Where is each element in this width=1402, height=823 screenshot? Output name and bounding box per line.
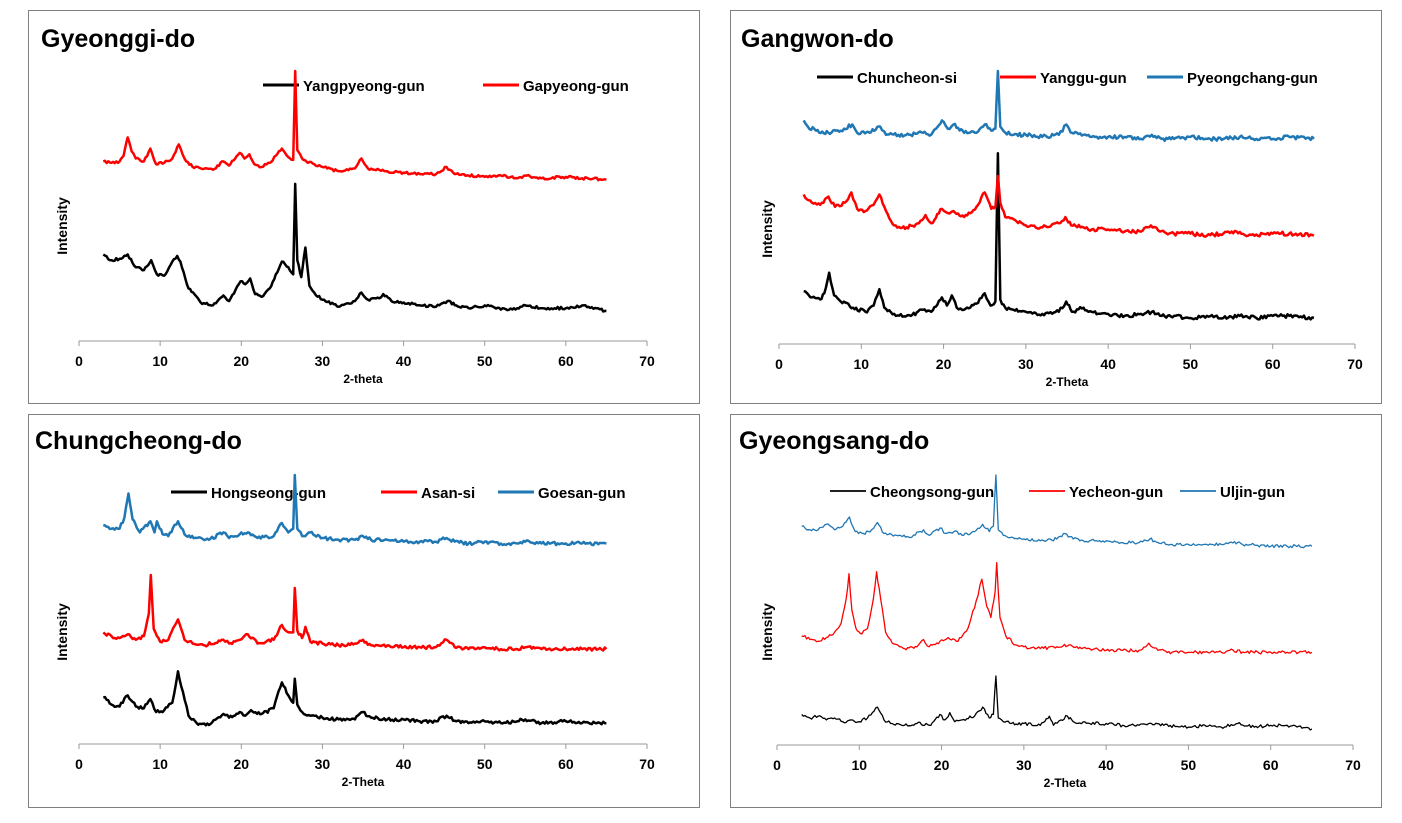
x-tick-label: 50 bbox=[477, 353, 493, 369]
y-axis-label: Intensity bbox=[759, 603, 775, 661]
series-line-yecheon-gun bbox=[801, 562, 1313, 655]
legend-label-cheongsong-gun: Cheongsong-gun bbox=[870, 484, 994, 501]
x-tick-label: 50 bbox=[477, 756, 493, 772]
chart-panel-chungcheong: Chungcheong-do Hongseong-gun Asan-si Goesan… bbox=[28, 414, 700, 808]
legend-label-hongseong-gun: Hongseong-gun bbox=[211, 485, 326, 502]
series-line-yangpyeong-gun bbox=[102, 182, 607, 313]
series-line-gapyeong-gun bbox=[102, 69, 607, 182]
x-tick-label: 70 bbox=[639, 353, 655, 369]
legend-label-asan-si: Asan-si bbox=[421, 485, 475, 502]
x-tick-label: 40 bbox=[396, 353, 412, 369]
y-axis-label: Intensity bbox=[54, 197, 70, 255]
y-axis-label: Intensity bbox=[54, 603, 70, 661]
chart-svg: Chungcheong-do Hongseong-gun Asan-si Goesan… bbox=[35, 427, 655, 789]
x-tick-label: 40 bbox=[1098, 757, 1114, 773]
legend-label-chuncheon-si: Chuncheon-si bbox=[857, 70, 957, 87]
chart-title: Gangwon-do bbox=[741, 25, 894, 53]
x-axis-label: 2-Theta bbox=[1046, 375, 1089, 389]
legend-label-pyeongchang-gun: Pyeongchang-gun bbox=[1187, 70, 1318, 87]
x-tick-label: 70 bbox=[1347, 356, 1363, 372]
x-tick-label: 60 bbox=[1265, 356, 1281, 372]
chart-panel-gyeonggi: Gyeonggi-do Yangpyeong-gun Gapyeong-gun Int… bbox=[28, 10, 700, 404]
x-tick-label: 70 bbox=[1345, 757, 1361, 773]
x-tick-label: 10 bbox=[851, 757, 867, 773]
x-tick-label: 30 bbox=[1018, 356, 1034, 372]
x-axis-label: 2-theta bbox=[343, 372, 383, 386]
x-tick-label: 20 bbox=[233, 756, 249, 772]
x-tick-label: 70 bbox=[639, 756, 655, 772]
legend-label-yangpyeong-gun: Yangpyeong-gun bbox=[303, 78, 425, 95]
x-tick-label: 10 bbox=[152, 756, 168, 772]
series-line-chuncheon-si bbox=[803, 152, 1315, 321]
series-line-cheongsong-gun bbox=[801, 675, 1313, 731]
legend-label-yanggu-gun: Yanggu-gun bbox=[1040, 70, 1127, 87]
x-tick-label: 10 bbox=[853, 356, 869, 372]
x-tick-label: 0 bbox=[775, 356, 783, 372]
x-tick-label: 0 bbox=[773, 757, 781, 773]
chart-svg: Gyeonggi-do Yangpyeong-gun Gapyeong-gun Int… bbox=[41, 25, 655, 386]
x-tick-label: 30 bbox=[315, 756, 331, 772]
x-tick-label: 20 bbox=[934, 757, 950, 773]
series-line-asan-si bbox=[102, 573, 608, 652]
legend-label-yecheon-gun: Yecheon-gun bbox=[1069, 484, 1163, 501]
x-tick-label: 60 bbox=[1263, 757, 1279, 773]
x-tick-label: 40 bbox=[1100, 356, 1116, 372]
x-tick-label: 0 bbox=[75, 756, 83, 772]
series-line-hongseong-gun bbox=[103, 670, 607, 727]
series-line-uljin-gun bbox=[801, 474, 1313, 549]
x-tick-label: 30 bbox=[1016, 757, 1032, 773]
x-tick-label: 10 bbox=[152, 353, 168, 369]
series-line-goesan-gun bbox=[102, 473, 607, 547]
chart-title: Chungcheong-do bbox=[35, 427, 242, 455]
x-axis-label: 2-Theta bbox=[342, 775, 385, 789]
x-tick-label: 20 bbox=[233, 353, 249, 369]
chart-title: Gyeonggi-do bbox=[41, 25, 195, 53]
x-tick-label: 20 bbox=[936, 356, 952, 372]
series-line-yanggu-gun bbox=[802, 174, 1315, 238]
chart-title: Gyeongsang-do bbox=[739, 427, 929, 455]
series-line-pyeongchang-gun bbox=[802, 69, 1315, 143]
chart-svg: Gyeongsang-do Cheongsong-gun Yecheon-gun Ul… bbox=[739, 427, 1361, 790]
chart-panel-gangwon: Gangwon-do Chuncheon-si Yanggu-gun Pyeongch… bbox=[730, 10, 1382, 404]
x-tick-label: 30 bbox=[315, 353, 331, 369]
x-tick-label: 60 bbox=[558, 756, 574, 772]
legend-label-gapyeong-gun: Gapyeong-gun bbox=[523, 78, 629, 95]
x-tick-label: 40 bbox=[396, 756, 412, 772]
x-tick-label: 50 bbox=[1181, 757, 1197, 773]
chart-panel-gyeongsang: Gyeongsang-do Cheongsong-gun Yecheon-gun Ul… bbox=[730, 414, 1382, 808]
x-tick-label: 50 bbox=[1183, 356, 1199, 372]
chart-svg: Gangwon-do Chuncheon-si Yanggu-gun Pyeongch… bbox=[741, 25, 1363, 389]
x-tick-label: 60 bbox=[558, 353, 574, 369]
legend-label-uljin-gun: Uljin-gun bbox=[1220, 484, 1285, 501]
x-tick-label: 0 bbox=[75, 353, 83, 369]
legend-label-goesan-gun: Goesan-gun bbox=[538, 485, 626, 502]
x-axis-label: 2-Theta bbox=[1044, 776, 1087, 790]
y-axis-label: Intensity bbox=[759, 200, 775, 258]
